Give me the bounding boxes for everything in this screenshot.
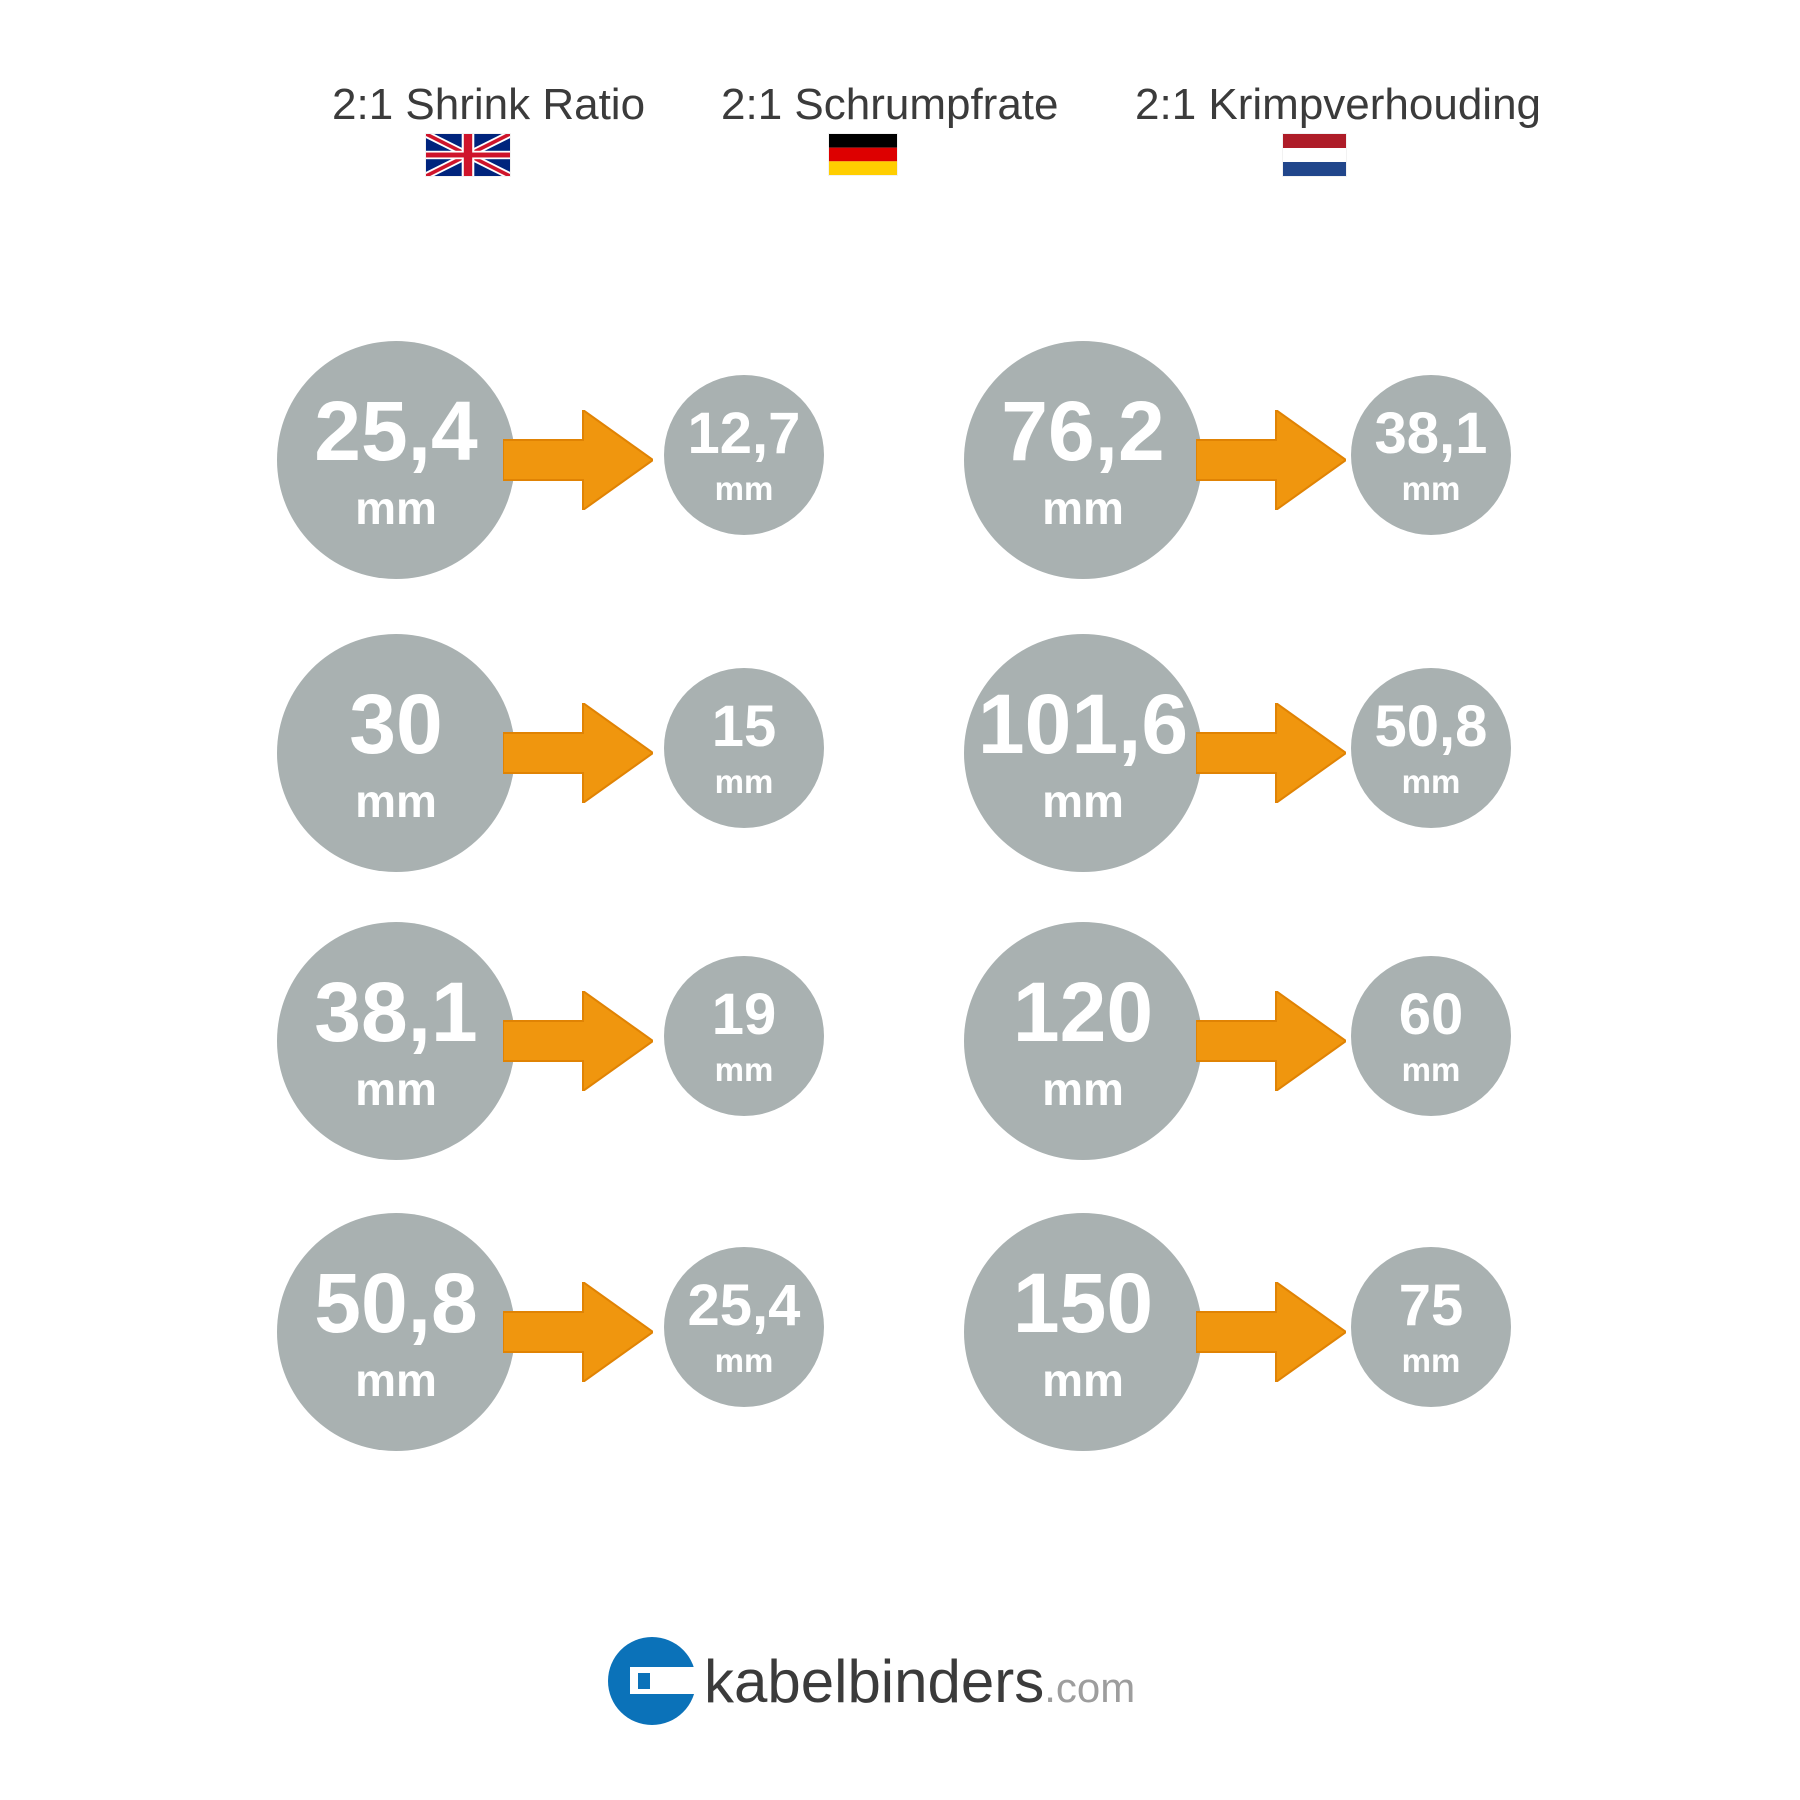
svg-text:kabelbinders.com: kabelbinders.com bbox=[704, 1648, 1135, 1715]
